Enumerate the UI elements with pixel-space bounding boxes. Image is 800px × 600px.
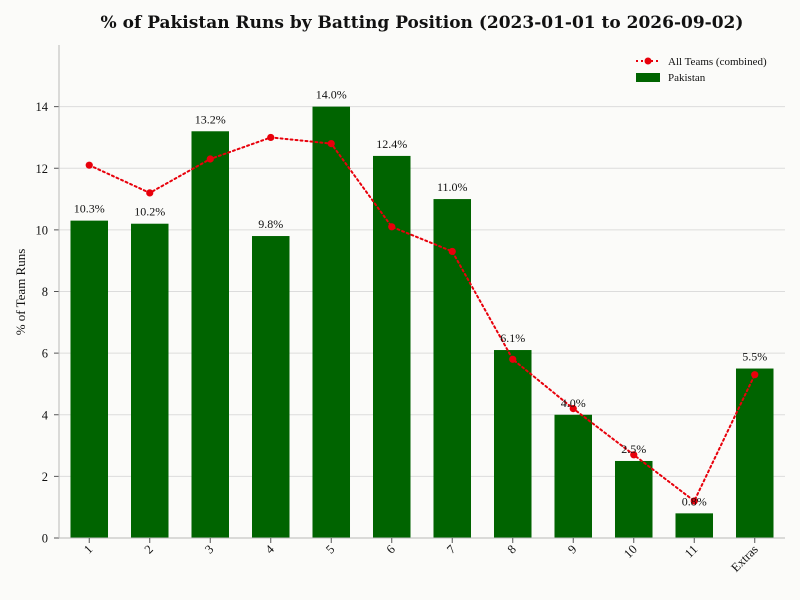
all-teams-point [569, 404, 577, 413]
y-axis-label: % of Team Runs [13, 249, 28, 336]
bar-value-label: 9.8% [258, 217, 283, 231]
bar-layer [70, 106, 774, 539]
y-tick-label: 4 [42, 408, 49, 422]
all-teams-point [388, 223, 396, 231]
y-tick-label: 10 [36, 223, 49, 237]
x-tick-label: 2 [142, 542, 156, 556]
x-tick-label: 11 [682, 542, 700, 560]
legend-entry-all-teams: All Teams (combined) [668, 56, 767, 68]
x-tick-label: 1 [81, 542, 95, 556]
grid-layer [59, 106, 785, 477]
bar [312, 106, 351, 538]
bar [433, 199, 472, 538]
x-tick-label: 3 [202, 542, 216, 556]
all-teams-point [206, 155, 214, 163]
x-tick-label: 6 [384, 542, 398, 556]
all-teams-point [267, 133, 275, 142]
bar-value-label: 10.3% [74, 202, 105, 216]
bar [372, 155, 411, 539]
x-tick-label: 10 [621, 542, 640, 561]
all-teams-point [85, 161, 93, 169]
legend-line-marker [644, 57, 652, 65]
y-tick-label: 12 [36, 162, 49, 176]
y-tick-label: 2 [42, 470, 48, 484]
bar-value-label: 4.0% [561, 396, 586, 410]
all-teams-point [327, 140, 335, 148]
x-tick-label: 8 [505, 542, 519, 556]
bar [130, 223, 169, 538]
bar-value-label: 10.2% [134, 205, 165, 219]
chart-title: % of Pakistan Runs by Batting Position (… [101, 13, 744, 33]
bar [735, 368, 774, 538]
x-tick-label: 7 [444, 542, 458, 556]
bar [614, 460, 653, 538]
all-teams-line [88, 136, 756, 503]
bar [251, 236, 290, 538]
all-teams-point [751, 371, 759, 379]
all-teams-point [630, 451, 638, 459]
legend: All Teams (combined) Pakistan [636, 56, 767, 84]
bar-value-label: 12.4% [376, 137, 407, 151]
y-tick-label: 6 [42, 347, 48, 361]
bar-value-label: 6.1% [500, 331, 525, 345]
bar-value-label: 13.2% [195, 112, 226, 126]
x-tick-label: 9 [565, 542, 579, 556]
bar-value-label: 0.8% [682, 494, 707, 508]
x-tick-label: 5 [323, 542, 337, 556]
all-teams-point [146, 189, 154, 197]
bar-value-label: 14.0% [316, 88, 347, 102]
legend-entry-pakistan: Pakistan [668, 72, 706, 84]
bar [191, 131, 230, 538]
y-tick-label: 14 [36, 100, 49, 114]
bar-value-label: 2.5% [621, 442, 646, 456]
y-tick-label: 0 [42, 532, 48, 546]
x-tick-label: Extras [728, 542, 761, 575]
bar [554, 414, 593, 538]
line-layer [85, 133, 759, 505]
bar [675, 513, 714, 538]
bar-value-label: 5.5% [742, 350, 767, 364]
bar [70, 220, 109, 538]
bar [493, 350, 532, 538]
all-teams-point [448, 247, 456, 256]
label-layer: 10.3% 10.2% 13.2% 9.8% 14.0% 12.4% 11.0% 6.1% 4.… [74, 88, 768, 509]
x-tick-label: 4 [263, 542, 278, 557]
all-teams-point [690, 497, 698, 505]
legend-bar-swatch [636, 73, 660, 82]
all-teams-point [509, 355, 517, 363]
y-tick-label: 8 [42, 285, 48, 299]
bar-value-label: 11.0% [437, 180, 468, 194]
